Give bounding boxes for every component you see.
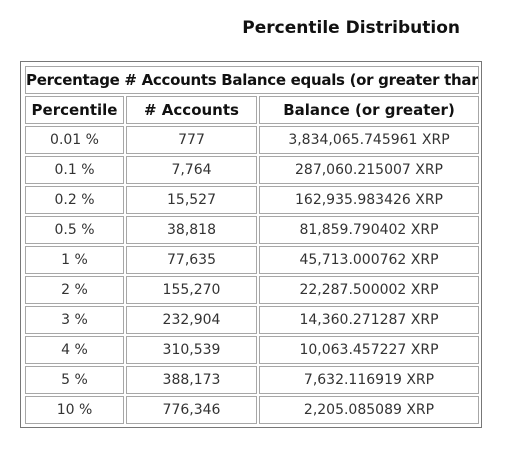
cell-accounts: 232,904 bbox=[126, 306, 257, 334]
table-header-row: Percentile # Accounts Balance (or greate… bbox=[25, 96, 479, 124]
table-row: 0.01 % 777 3,834,065.745961 XRP bbox=[25, 126, 479, 154]
cell-accounts: 77,635 bbox=[126, 246, 257, 274]
cell-percentile: 0.1 % bbox=[25, 156, 124, 184]
table-row: 0.1 % 7,764 287,060.215007 XRP bbox=[25, 156, 479, 184]
cell-percentile: 10 % bbox=[25, 396, 124, 424]
table-row: 2 % 155,270 22,287.500002 XRP bbox=[25, 276, 479, 304]
table-row: 0.2 % 15,527 162,935.983426 XRP bbox=[25, 186, 479, 214]
cell-percentile: 2 % bbox=[25, 276, 124, 304]
cell-percentile: 3 % bbox=[25, 306, 124, 334]
cell-balance: 81,859.790402 XRP bbox=[259, 216, 479, 244]
cell-accounts: 15,527 bbox=[126, 186, 257, 214]
table-caption: Percentage # Accounts Balance equals (or… bbox=[25, 66, 479, 94]
cell-percentile: 5 % bbox=[25, 366, 124, 394]
cell-percentile: 1 % bbox=[25, 246, 124, 274]
table-row: 10 % 776,346 2,205.085089 XRP bbox=[25, 396, 479, 424]
page-title: Percentile Distribution bbox=[242, 18, 460, 38]
cell-percentile: 0.2 % bbox=[25, 186, 124, 214]
table-caption-row: Percentage # Accounts Balance equals (or… bbox=[25, 66, 479, 94]
header-percentile: Percentile bbox=[25, 96, 124, 124]
cell-balance: 45,713.000762 XRP bbox=[259, 246, 479, 274]
cell-percentile: 0.5 % bbox=[25, 216, 124, 244]
cell-balance: 22,287.500002 XRP bbox=[259, 276, 479, 304]
cell-balance: 7,632.116919 XRP bbox=[259, 366, 479, 394]
header-accounts: # Accounts bbox=[126, 96, 257, 124]
percentile-table: Percentage # Accounts Balance equals (or… bbox=[23, 64, 481, 426]
table-row: 4 % 310,539 10,063.457227 XRP bbox=[25, 336, 479, 364]
cell-balance: 2,205.085089 XRP bbox=[259, 396, 479, 424]
cell-balance: 14,360.271287 XRP bbox=[259, 306, 479, 334]
cell-percentile: 0.01 % bbox=[25, 126, 124, 154]
table-row: 3 % 232,904 14,360.271287 XRP bbox=[25, 306, 479, 334]
cell-accounts: 388,173 bbox=[126, 366, 257, 394]
cell-accounts: 777 bbox=[126, 126, 257, 154]
percentile-table-container: Percentage # Accounts Balance equals (or… bbox=[20, 61, 482, 428]
cell-balance: 162,935.983426 XRP bbox=[259, 186, 479, 214]
cell-balance: 3,834,065.745961 XRP bbox=[259, 126, 479, 154]
table-row: 0.5 % 38,818 81,859.790402 XRP bbox=[25, 216, 479, 244]
cell-percentile: 4 % bbox=[25, 336, 124, 364]
cell-accounts: 155,270 bbox=[126, 276, 257, 304]
table-row: 5 % 388,173 7,632.116919 XRP bbox=[25, 366, 479, 394]
cell-accounts: 38,818 bbox=[126, 216, 257, 244]
cell-accounts: 310,539 bbox=[126, 336, 257, 364]
cell-accounts: 776,346 bbox=[126, 396, 257, 424]
cell-balance: 287,060.215007 XRP bbox=[259, 156, 479, 184]
cell-balance: 10,063.457227 XRP bbox=[259, 336, 479, 364]
header-balance: Balance (or greater) bbox=[259, 96, 479, 124]
cell-accounts: 7,764 bbox=[126, 156, 257, 184]
table-row: 1 % 77,635 45,713.000762 XRP bbox=[25, 246, 479, 274]
